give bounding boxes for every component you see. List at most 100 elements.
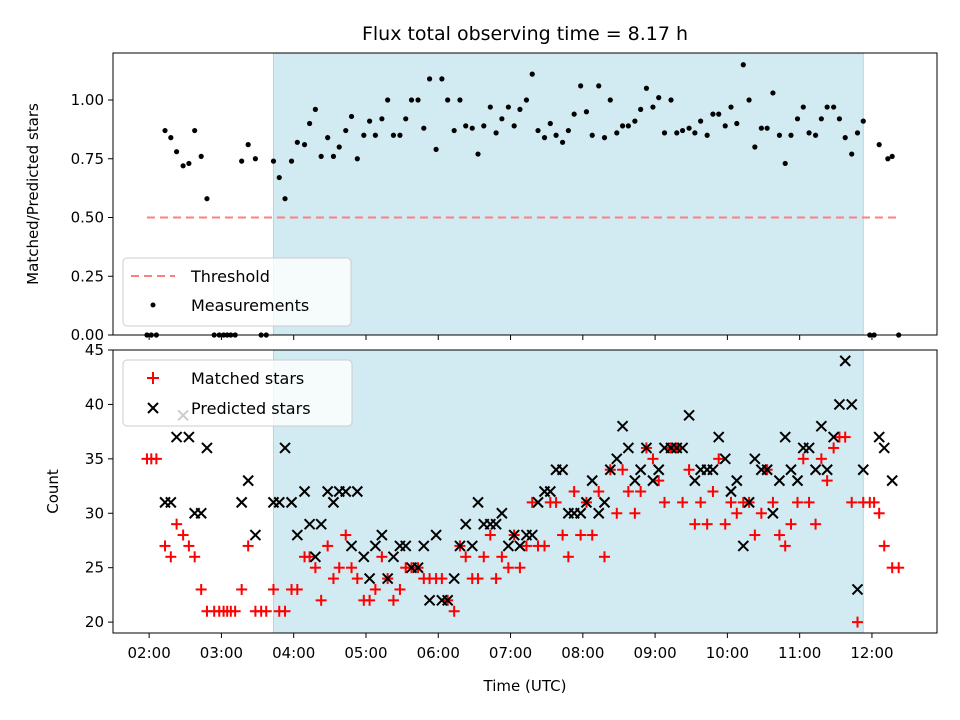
predicted-star-point <box>616 420 629 432</box>
count-y-tick-label: 30 <box>85 504 104 522</box>
measurement-point <box>325 135 331 141</box>
matched-star-point <box>304 551 316 563</box>
predicted-star-point <box>430 529 442 541</box>
measurement-point <box>276 174 282 181</box>
measurement-point <box>499 116 505 122</box>
measurement-point <box>764 125 770 131</box>
measurement-point <box>734 120 740 127</box>
matched-star-point <box>171 518 183 530</box>
matched-star-point <box>520 540 532 552</box>
predicted-star-point <box>526 529 538 541</box>
predicted-star-point <box>821 464 833 476</box>
x-tick-label: 07:00 <box>489 644 532 662</box>
predicted-star-point <box>574 507 587 519</box>
measurement-point <box>638 106 644 112</box>
measurement-point <box>632 118 638 124</box>
predicted-star-point <box>676 442 689 454</box>
matched-star-point <box>713 453 725 465</box>
predicted-star-point <box>719 453 731 465</box>
matched-star-point <box>647 453 659 465</box>
legend-matched-swatch <box>147 372 159 384</box>
predicted-star-point <box>815 420 828 432</box>
matched-star-point <box>635 486 647 497</box>
measurement-point <box>668 97 674 103</box>
matched-star-point <box>351 573 363 585</box>
matched-star-point <box>364 594 376 606</box>
measurement-point <box>656 95 662 101</box>
predicted-star-point <box>556 464 569 476</box>
matched-star-point <box>550 496 562 508</box>
measurement-point <box>686 125 692 131</box>
predicted-star-point <box>472 496 484 509</box>
measurement-point <box>535 127 541 134</box>
measurement-point <box>372 132 378 138</box>
legend-predicted-label: Predicted stars <box>191 399 311 418</box>
measurement-point <box>457 97 463 103</box>
predicted-star-point <box>725 485 737 498</box>
predicted-star-point <box>886 474 898 487</box>
measurement-point <box>650 104 656 110</box>
predicted-star-point <box>423 594 436 607</box>
predicted-star-point <box>622 442 635 454</box>
predicted-star-point <box>381 572 394 585</box>
x-tick-label: 10:00 <box>706 644 749 662</box>
ratio-y-tick-label: 1.00 <box>71 91 104 109</box>
measurement-point <box>451 127 457 134</box>
predicted-star-point <box>851 583 864 596</box>
measurement-point <box>475 151 481 157</box>
matched-star-point <box>622 486 634 497</box>
predicted-star-point <box>598 496 611 509</box>
measurement-point <box>782 160 788 167</box>
measurement-point <box>565 127 571 134</box>
measurement-point <box>854 130 861 136</box>
matched-star-point <box>707 486 719 497</box>
measurement-point <box>239 158 245 164</box>
matched-star-point <box>846 496 858 508</box>
matched-star-point <box>599 551 611 563</box>
matched-star-point <box>490 573 502 585</box>
predicted-star-point <box>418 540 430 552</box>
predicted-star-point <box>235 496 248 509</box>
predicted-star-point <box>448 572 460 585</box>
predicted-star-point <box>873 431 885 443</box>
measurement-point <box>842 135 848 141</box>
measurement-point <box>788 132 794 138</box>
predicted-star-point <box>315 518 327 530</box>
predicted-star-point <box>496 507 508 519</box>
predicted-star-point <box>791 474 804 487</box>
matched-star-point <box>779 540 791 552</box>
measurement-point <box>445 97 451 103</box>
predicted-star-point <box>713 431 725 443</box>
measurement-point <box>252 156 258 162</box>
measurement-point <box>511 123 517 129</box>
measurement-point <box>523 97 530 103</box>
predicted-star-point <box>279 442 291 454</box>
matched-star-point <box>557 529 569 541</box>
predicted-star-point <box>803 442 815 454</box>
predicted-star-point <box>689 474 701 487</box>
matched-star-point <box>183 540 195 552</box>
matched-star-point <box>868 496 880 508</box>
predicted-star-point <box>369 540 382 552</box>
measurement-point <box>589 132 595 138</box>
matched-star-point <box>177 529 189 541</box>
predicted-star-point <box>273 496 285 509</box>
matched-star-point <box>514 562 526 574</box>
matched-star-point <box>767 496 779 508</box>
matched-star-point <box>327 573 339 585</box>
count-y-axis: 20 25 30 35 40 45 <box>85 341 113 631</box>
measurement-point <box>596 83 602 89</box>
predicted-star-point <box>466 540 478 552</box>
matched-star-point <box>279 605 291 617</box>
matched-star-point <box>839 431 851 443</box>
matched-star-point <box>460 551 472 563</box>
count-panel-frame <box>112 349 938 634</box>
matched-star-point <box>346 562 358 574</box>
ratio-legend: Threshold Measurements <box>122 257 352 327</box>
matched-star-point <box>242 540 254 552</box>
observing-window-band-top <box>272 52 864 336</box>
predicted-star-point <box>653 464 665 476</box>
x-tick-label: 04:00 <box>272 644 315 662</box>
measurement-point <box>204 196 210 202</box>
matched-star-point <box>369 583 381 595</box>
